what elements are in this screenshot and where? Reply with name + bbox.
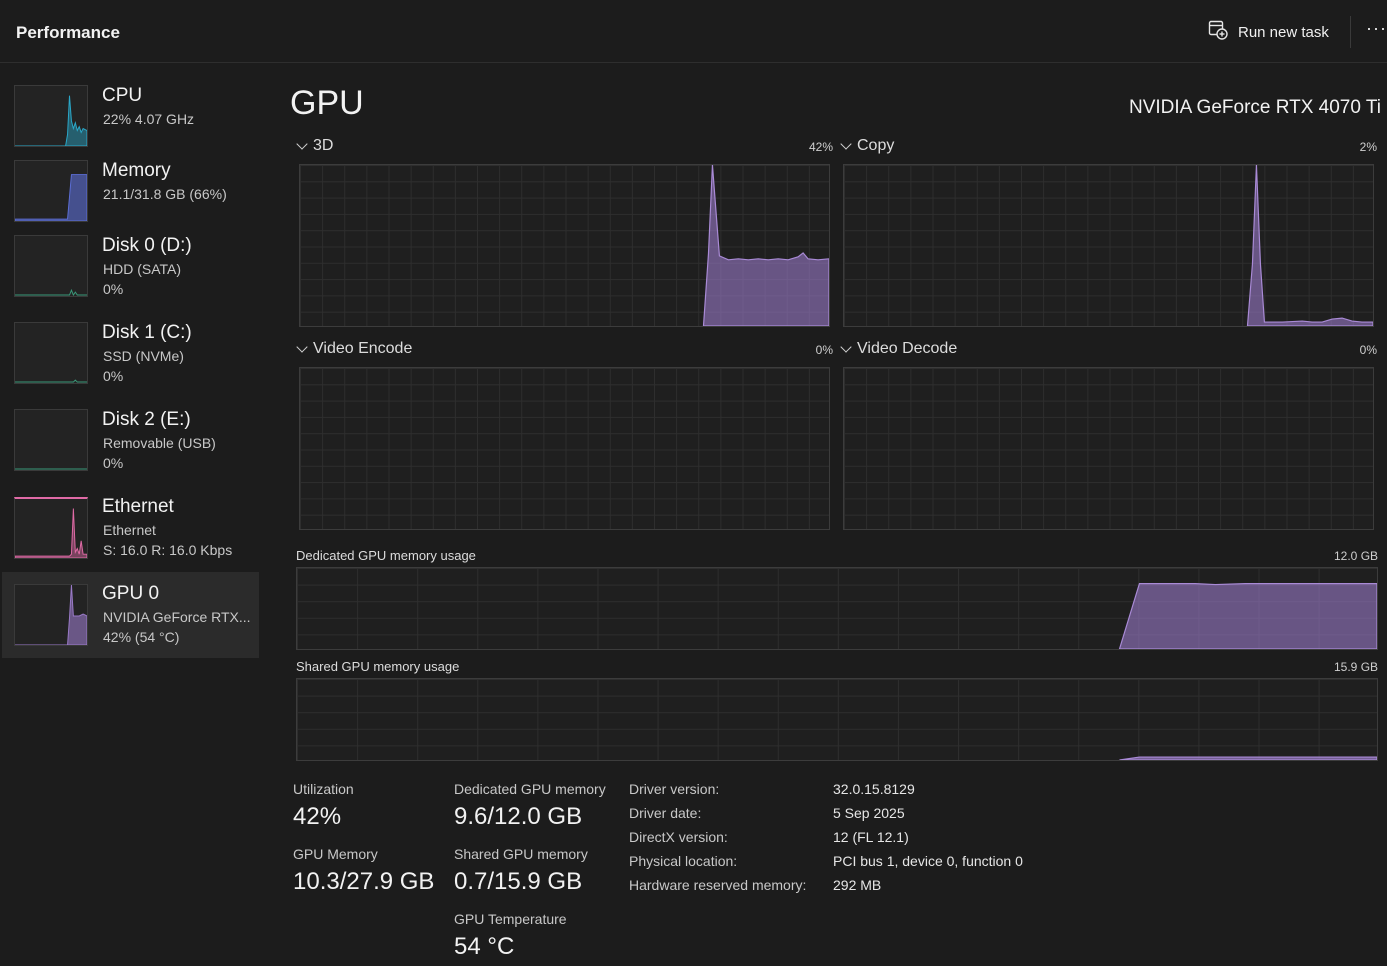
toolbar-divider [1350, 16, 1351, 48]
sidebar-item-memory[interactable]: Memory 21.1/31.8 GB (66%) [2, 153, 259, 239]
disk-0-thumbnail-graph [14, 235, 88, 297]
shared-memory-label: Shared GPU memory [454, 846, 588, 862]
memory-thumbnail-graph [14, 160, 88, 222]
sidebar-item-disk-1[interactable]: Disk 1 (C:) SSD (NVMe) 0% [2, 315, 259, 401]
dedicated-memory-graph [296, 567, 1378, 650]
chevron-down-icon [840, 341, 852, 353]
sidebar-item-detail: SSD (NVMe) [103, 348, 184, 364]
dedicated-memory-label: Dedicated GPU memory [454, 781, 606, 797]
engine-label: 3D [313, 137, 334, 154]
run-new-task-button[interactable]: Run new task [1208, 18, 1329, 46]
shared-memory-value: 0.7/15.9 GB [454, 868, 583, 895]
sidebar-item-name: Memory [102, 160, 171, 181]
shared-memory-chart-max: 15.9 GB [1334, 660, 1379, 674]
run-task-icon [1208, 20, 1228, 44]
gpu-model-name: NVIDIA GeForce RTX 4070 Ti [1128, 97, 1381, 118]
sidebar-item-throughput: S: 16.0 R: 16.0 Kbps [103, 542, 233, 558]
sidebar-item-usage: 42% (54 °C) [103, 629, 180, 645]
sidebar-item-detail: NVIDIA GeForce RTX... [103, 609, 251, 625]
sidebar-item-detail: Ethernet [103, 522, 156, 538]
gpu-memory-value: 10.3/27.9 GB [293, 868, 435, 895]
chevron-down-icon [296, 138, 308, 150]
directx-version-key: DirectX version: [629, 829, 728, 845]
shared-memory-chart-label: Shared GPU memory usage [296, 659, 460, 674]
driver-date-value: 5 Sep 2025 [833, 805, 905, 821]
disk-2-thumbnail-graph [14, 409, 88, 471]
utilization-value: 42% [293, 803, 342, 830]
sidebar-item-name: Disk 2 (E:) [102, 409, 191, 430]
engine-3d-selector[interactable]: 3D [296, 137, 333, 155]
sidebar-item-name: Disk 0 (D:) [102, 235, 192, 256]
gpu-memory-label: GPU Memory [293, 846, 378, 862]
chevron-down-icon [840, 138, 852, 150]
engine-video-encode-selector[interactable]: Video Encode [296, 340, 412, 358]
engine-copy-selector[interactable]: Copy [840, 137, 894, 155]
engine-video-encode-graph [299, 367, 830, 530]
engine-label: Video Decode [857, 340, 958, 357]
driver-version-value: 32.0.15.8129 [833, 781, 915, 797]
ethernet-thumbnail-graph [14, 497, 88, 559]
utilization-label: Utilization [293, 781, 354, 797]
engine-video-decode-graph [843, 367, 1374, 530]
run-new-task-label: Run new task [1238, 23, 1329, 41]
sidebar-item-ethernet[interactable]: Ethernet Ethernet S: 16.0 R: 16.0 Kbps [2, 489, 259, 575]
reserved-memory-key: Hardware reserved memory: [629, 877, 807, 893]
gpu-temperature-label: GPU Temperature [454, 911, 567, 927]
cpu-thumbnail-graph [14, 85, 88, 147]
sidebar-item-usage: 0% [103, 368, 124, 384]
gpu-heading: GPU [290, 84, 364, 122]
sidebar-item-detail: Removable (USB) [103, 435, 216, 451]
more-options-button[interactable]: ··· [1366, 18, 1387, 38]
engine-value: 42% [808, 140, 833, 154]
driver-version-key: Driver version: [629, 781, 720, 797]
sidebar-item-usage: 0% [103, 281, 124, 297]
sidebar-item-name: Ethernet [102, 496, 174, 517]
engine-value: 0% [1359, 343, 1377, 357]
directx-version-value: 12 (FL 12.1) [833, 829, 909, 845]
engine-copy-graph [843, 164, 1374, 327]
physical-location-value: PCI bus 1, device 0, function 0 [833, 853, 1023, 869]
sidebar-item-name: GPU 0 [102, 583, 160, 604]
driver-date-key: Driver date: [629, 805, 702, 821]
reserved-memory-value: 292 MB [833, 877, 882, 893]
sidebar-item-disk-0[interactable]: Disk 0 (D:) HDD (SATA) 0% [2, 228, 259, 314]
sidebar-item-detail: HDD (SATA) [103, 261, 182, 277]
dedicated-memory-value: 9.6/12.0 GB [454, 803, 583, 830]
engine-value: 2% [1359, 140, 1377, 154]
gpu-temperature-value: 54 °C [454, 933, 515, 960]
sidebar-item-cpu[interactable]: CPU 22% 4.07 GHz [2, 78, 259, 164]
physical-location-key: Physical location: [629, 853, 738, 869]
engine-label: Video Encode [313, 340, 413, 357]
sidebar-item-gpu-0[interactable]: GPU 0 NVIDIA GeForce RTX... 42% (54 °C) [2, 572, 259, 658]
sidebar-item-detail: 21.1/31.8 GB (66%) [103, 186, 227, 202]
shared-memory-graph [296, 678, 1378, 761]
page-title: Performance [16, 23, 120, 42]
gpu-0-thumbnail-graph [14, 584, 88, 646]
dedicated-memory-chart-max: 12.0 GB [1334, 549, 1379, 563]
sidebar-item-detail: 22% 4.07 GHz [103, 111, 195, 127]
top-bar: Performance Run new task ··· [0, 0, 1387, 63]
dedicated-memory-chart-label: Dedicated GPU memory usage [296, 548, 476, 563]
chevron-down-icon [296, 341, 308, 353]
sidebar-item-disk-2[interactable]: Disk 2 (E:) Removable (USB) 0% [2, 402, 259, 488]
engine-value: 0% [815, 343, 833, 357]
sidebar-item-name: Disk 1 (C:) [102, 322, 192, 343]
sidebar-item-usage: 0% [103, 455, 124, 471]
sidebar-item-name: CPU [102, 85, 143, 106]
engine-label: Copy [857, 137, 895, 154]
disk-1-thumbnail-graph [14, 322, 88, 384]
engine-3d-graph [299, 164, 830, 327]
engine-video-decode-selector[interactable]: Video Decode [840, 340, 957, 358]
